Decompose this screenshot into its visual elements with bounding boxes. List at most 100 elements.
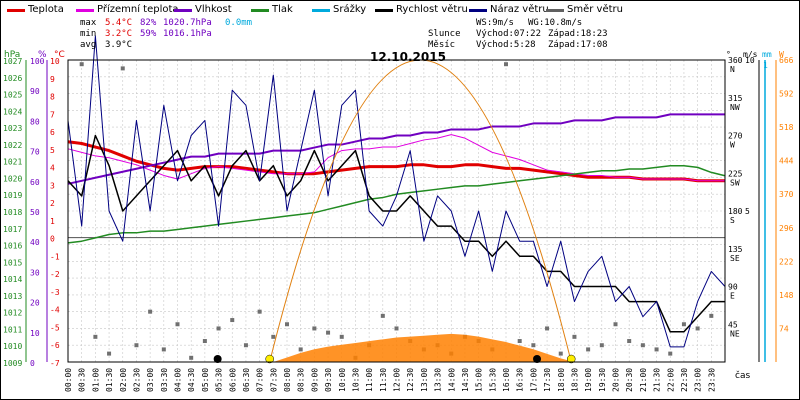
- x-tick-label: 23:00: [694, 368, 703, 392]
- legend-swatch: [469, 9, 487, 12]
- wind-direction-point: [120, 66, 125, 71]
- w-unit: W: [779, 50, 784, 59]
- mm-unit: mm: [762, 50, 772, 59]
- wind-direction-point: [230, 318, 235, 323]
- wind-direction-point: [326, 330, 331, 335]
- x-tick-label: 03:30: [160, 368, 169, 392]
- celsius-tick-label: 0: [50, 235, 55, 244]
- percent-tick-label: 20: [30, 299, 40, 308]
- wind-gust: WG:10.8m/s: [528, 18, 583, 28]
- stats-min-hum: 59%: [140, 29, 157, 39]
- x-tick-label: 05:30: [215, 368, 224, 392]
- x-tick-label: 14:00: [447, 368, 456, 392]
- sunset-marker: [566, 354, 576, 364]
- x-tick-label: 18:30: [570, 368, 579, 392]
- celsius-tick-label: 4: [50, 164, 55, 173]
- ms-tick-label: 5: [745, 207, 750, 216]
- x-tick-label: 02:00: [119, 368, 128, 392]
- celsius-tick-label: -1: [50, 252, 60, 261]
- percent-tick-label: 50: [30, 208, 40, 217]
- wind-direction-point: [613, 322, 618, 327]
- x-tick-label: 00:00: [64, 368, 73, 392]
- wind-direction-point: [517, 339, 522, 344]
- ms-unit: m/s: [743, 50, 758, 59]
- x-tick-label: 21:00: [639, 368, 648, 392]
- hpa-tick-label: 1025: [3, 91, 22, 100]
- x-tick-label: 06:30: [242, 368, 251, 392]
- wind-info: WS:9m/s WG:10.8m/s Slunce Východ:07:22 Zápa…: [428, 18, 608, 51]
- legend-swatch: [7, 9, 25, 12]
- series-area-solar: [273, 333, 575, 362]
- celsius-tick-label: -2: [50, 270, 60, 279]
- hpa-tick-label: 1022: [3, 141, 22, 150]
- sun-label: Slunce: [428, 29, 461, 39]
- x-tick-label: 19:00: [584, 368, 593, 392]
- x-tick-label: 10:00: [338, 368, 347, 392]
- w-tick-label: 370: [779, 190, 794, 199]
- wind-direction-point: [202, 339, 207, 344]
- direction-compass-label: SW: [730, 178, 740, 187]
- percent-tick-label: 60: [30, 178, 40, 187]
- legend-item: Srážky: [333, 4, 367, 15]
- celsius-tick-label: 2: [50, 199, 55, 208]
- hpa-tick-label: 1024: [3, 107, 22, 116]
- x-tick-label: 03:00: [146, 368, 155, 392]
- x-tick-label: 20:30: [625, 368, 634, 392]
- hpa-unit: hPa: [4, 50, 20, 60]
- stats-min-press: 1016.1hPa: [163, 29, 212, 39]
- wind-direction-point: [681, 322, 686, 327]
- direction-compass-label: W: [730, 141, 735, 150]
- wind-direction-point: [572, 334, 577, 339]
- celsius-tick-label: -3: [50, 288, 60, 297]
- x-tick-label: 20:00: [612, 368, 621, 392]
- w-tick-label: 444: [779, 157, 794, 166]
- celsius-tick-label: -7: [50, 359, 60, 368]
- celsius-tick-label: 9: [50, 75, 55, 84]
- wind-direction-point: [394, 326, 399, 331]
- wind-direction-point: [531, 343, 536, 348]
- percent-tick-label: 0: [30, 359, 35, 368]
- x-tick-label: 15:00: [475, 368, 484, 392]
- x-tick-label: 04:30: [187, 368, 196, 392]
- wind-direction-point: [504, 62, 508, 67]
- hpa-tick-label: 1021: [3, 158, 22, 167]
- x-tick-label: 01:00: [91, 368, 100, 392]
- x-tick-label: 08:30: [297, 368, 306, 392]
- ms-tick-label: 10: [745, 56, 755, 65]
- wind-direction-point: [640, 343, 645, 348]
- legend-item: Rychlost větru: [396, 4, 468, 15]
- stats-max-hum: 82%: [140, 18, 157, 28]
- percent-tick-label: 70: [30, 148, 40, 157]
- moonset-marker: [533, 355, 542, 363]
- stats-max-temp: 5.4°C: [105, 18, 133, 28]
- w-tick-label: 148: [779, 291, 794, 300]
- moonset: Západ:17:08: [548, 40, 608, 50]
- percent-tick-label: 10: [30, 329, 40, 338]
- direction-tick-label: 270: [728, 132, 743, 141]
- hpa-tick-label: 1011: [3, 325, 22, 334]
- x-tick-label: 06:00: [228, 368, 237, 392]
- wind-direction-point: [298, 347, 303, 352]
- wind-direction-point: [216, 326, 221, 331]
- hpa-tick-label: 1012: [3, 309, 22, 318]
- legend-item: Směr větru: [567, 4, 623, 15]
- celsius-tick-label: 1: [50, 217, 55, 226]
- w-tick-label: 74: [779, 324, 789, 333]
- series-line: [67, 35, 726, 348]
- stats-avg-temp: 3.9°C: [105, 40, 133, 50]
- x-tick-label: 15:30: [488, 368, 497, 392]
- legend-swatch: [174, 9, 192, 12]
- celsius-tick-label: 10: [50, 57, 60, 66]
- celsius-tick-label: 7: [50, 110, 55, 119]
- series-line: [67, 113, 725, 185]
- hpa-tick-label: 1016: [3, 242, 22, 251]
- stats-labels: max min avg: [80, 18, 96, 51]
- wind-direction-point: [709, 313, 714, 318]
- wind-direction-point: [586, 347, 591, 352]
- x-tick-label: 09:30: [324, 368, 333, 392]
- direction-tick-label: 180: [728, 207, 743, 216]
- moon-line: Měsíc Východ:5:28 Západ:17:08: [428, 40, 608, 51]
- wind-direction-point: [668, 351, 673, 356]
- x-tick-label: 13:00: [420, 368, 429, 392]
